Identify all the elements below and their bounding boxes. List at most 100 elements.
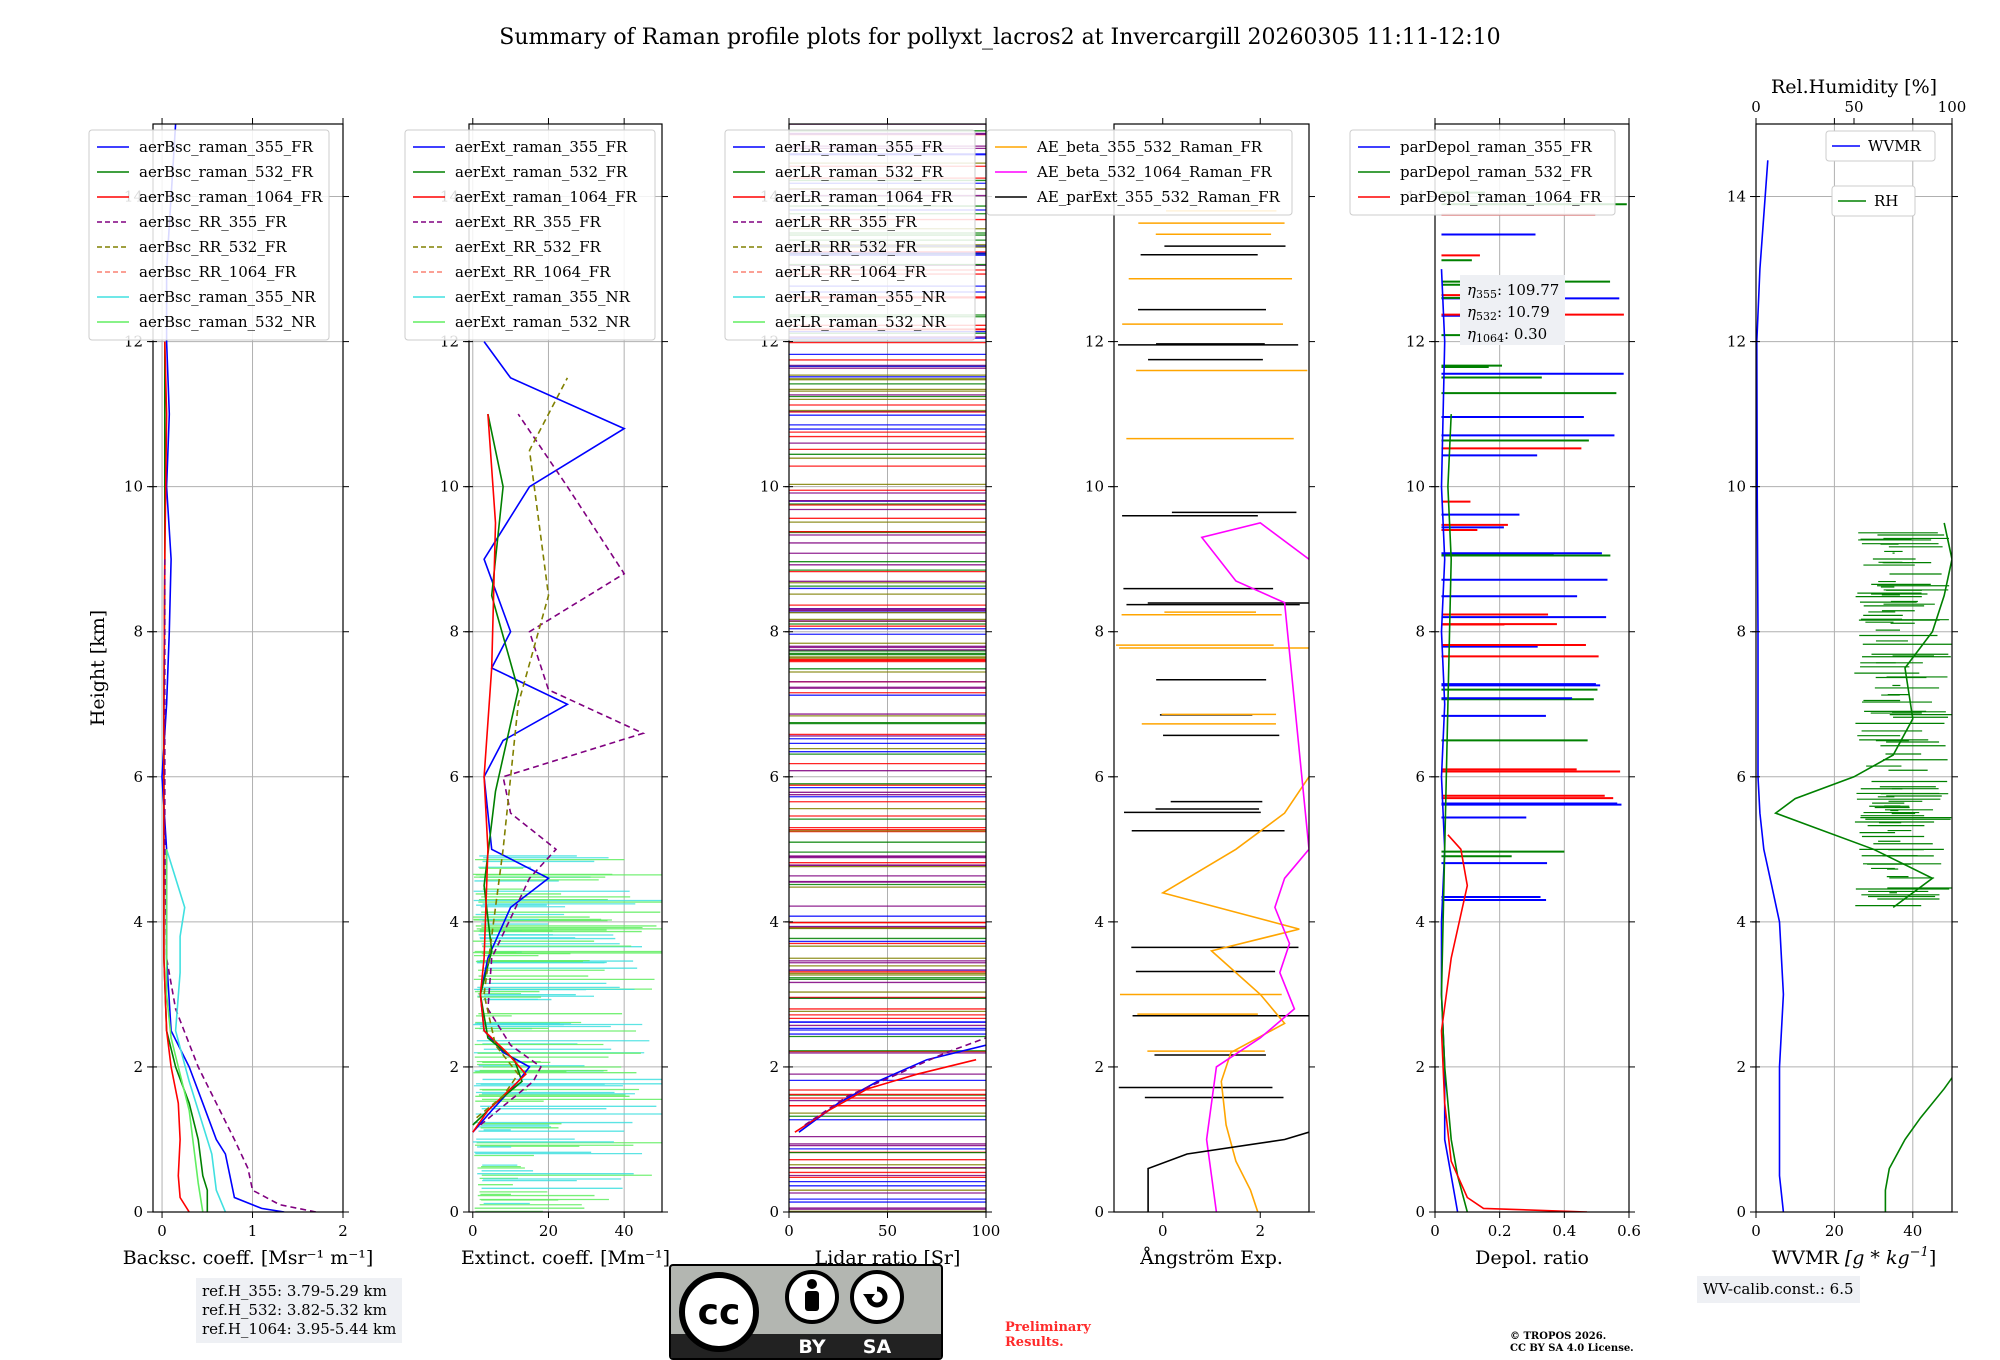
legend-label: aerBsc_raman_1064_FR [139,188,323,206]
top-tick-label: 0 [1751,98,1761,116]
y-tick-label: 6 [1415,768,1425,786]
x-tick-label: 100 [972,1222,1001,1240]
legend-label: aerExt_RR_355_FR [455,213,602,231]
legend-label: aerExt_raman_532_NR [455,313,631,331]
x-tick-label: 20 [1825,1222,1844,1240]
preliminary-results-note: Preliminary Results. [1005,1320,1091,1350]
series-aerLR_raman_1064_FR [794,1058,977,1133]
legend-label: aerBsc_raman_355_NR [139,288,316,306]
eta-line: η532: 10.79 [1467,303,1550,323]
legend-label: aerBsc_RR_532_FR [139,238,287,256]
x-tick-label: 0 [468,1222,478,1240]
plot-area-wv [1756,160,1952,1212]
legend-label: aerExt_raman_532_FR [455,163,628,181]
y-tick-label: 2 [1736,1058,1746,1076]
legend-label: aerLR_RR_355_FR [775,213,917,231]
panel-depol: 00.20.40.602468101214Depol. ratioparDepo… [1349,118,1641,1269]
legend-label: aerExt_raman_355_FR [455,138,628,156]
panel-wv: 0 20 40 0 2 4 6 8 10 12 14 WVMR [g * kg−1] 0 50 100Rel… [1727,76,1966,1269]
x-tick-label: 0.6 [1617,1222,1641,1240]
x-tick-label: 0 [1158,1222,1168,1240]
y-tick-label: 0 [449,1203,459,1221]
legend-label: aerLR_raman_1064_FR [775,188,953,206]
plot-area-ext [472,341,662,1212]
cc-by-sa-license-logo: cc BY SA [669,1264,943,1360]
plot-area-lr [789,124,986,1212]
series-aerExt_raman_355_FR [472,341,626,1133]
x-tick-label: 20 [539,1222,558,1240]
copyright-line-2: CC BY SA 4.0 License. [1510,1343,1634,1354]
y-tick-label: 8 [1094,623,1104,641]
legend-depol: parDepol_raman_355_FR parDepol_raman_532_… [1349,129,1616,216]
series-RH [1884,1077,1952,1212]
axes-frame-depol [1434,123,1630,1213]
axes-frame-wv [1755,123,1953,1213]
plot-area-bsc [161,124,317,1212]
copyright-line-1: © TROPOS 2026. [1510,1331,1607,1342]
legend-label: aerExt_raman_355_NR [455,288,631,306]
y-tick-label: 10 [440,478,459,496]
series-aerBsc_raman_532_NR [165,849,204,1212]
y-tick-label: 4 [133,913,143,931]
legend-box-wvmr [1825,130,1936,162]
attribution-person-head [807,1279,817,1289]
legend-box [88,129,330,341]
license-by-label: BY [798,1336,825,1358]
y-tick-label: 6 [769,768,779,786]
series-aerBsc_RR_355_FR [164,559,317,1212]
y-tick-label: 0 [133,1203,143,1221]
y-tick-label: 6 [1736,768,1746,786]
y-axis-label: Height [km] [87,610,109,726]
y-tick-label: 8 [133,623,143,641]
x-axis-label-ext: Extinct. coeff. [Mm⁻¹] [461,1247,670,1269]
legend-lr: aerLR_raman_355_FR aerLR_raman_532_FR aerL… [724,129,976,341]
x-tick-label: 1 [248,1222,258,1240]
eta-box [1460,275,1565,345]
legend-label: aerBsc_RR_355_FR [139,213,287,231]
x-tick-label: 40 [1903,1222,1922,1240]
legend-label: aerLR_RR_532_FR [775,238,917,256]
legend-box-rh [1831,185,1916,217]
legend-label: aerLR_RR_1064_FR [775,263,927,281]
series-aerLR_RR_355_FR [804,1037,986,1126]
x-tick-label: 50 [878,1222,897,1240]
y-tick-label: 10 [1406,478,1425,496]
series-parDepol_raman_355_FR [1440,269,1459,1212]
cc-mark-text: cc [698,1292,741,1333]
legend-label-wvmr: WVMR [1868,137,1922,155]
y-tick-label: 6 [449,768,459,786]
y-tick-label: 0 [1415,1203,1425,1221]
attribution-person-body [805,1291,819,1311]
share-alike-icon [850,1270,904,1324]
x-axis-label-bsc: Backsc. coeff. [Msr⁻¹ m⁻¹] [123,1247,374,1269]
series-aerExt_raman_532_FR [472,413,523,1126]
x-axis-label-ae: Ångström Exp. [1139,1247,1283,1269]
x-tick-label: 0 [157,1222,167,1240]
series-RH_upper [1773,522,1952,909]
reference-height-box: ref.H_355: 3.79-5.29 km ref.H_532: 3.82-… [196,1278,403,1343]
series-WVMR [1756,160,1785,1212]
wv-calibration-box: WV-calib.const.: 6.5 [1697,1276,1860,1303]
top-tick-label: 50 [1844,98,1863,116]
legend-label-rh: RH [1874,192,1898,210]
legend-box [724,129,976,341]
legend-box [1349,129,1616,216]
y-tick-label: 2 [449,1058,459,1076]
legend-box [404,129,656,341]
legend-label: aerExt_RR_532_FR [455,238,602,256]
legend-label: aerLR_raman_532_FR [775,163,944,181]
x-tick-label: 0 [1430,1222,1440,1240]
x-axis-label-lr: Lidar ratio [Sr] [815,1247,961,1269]
legend-ae: AE_beta_355_532_Raman_FR AE_beta_532_1064… [986,129,1293,216]
plot-area-depol [1440,191,1627,1212]
copyright-note: © TROPOS 2026. CC BY SA 4.0 License. [1510,1331,1634,1355]
x-tick-label: 2 [1255,1222,1265,1240]
ref-height-355: ref.H_355: 3.79-5.29 km [202,1282,387,1300]
series-AE_beta_355_532_Raman_FR [1160,776,1309,1212]
y-tick-label: 0 [1094,1203,1104,1221]
y-tick-label: 4 [449,913,459,931]
x-tick-label: 0 [784,1222,794,1240]
ref-height-1064: ref.H_1064: 3.95-5.44 km [202,1320,397,1338]
y-tick-label: 4 [1415,913,1425,931]
